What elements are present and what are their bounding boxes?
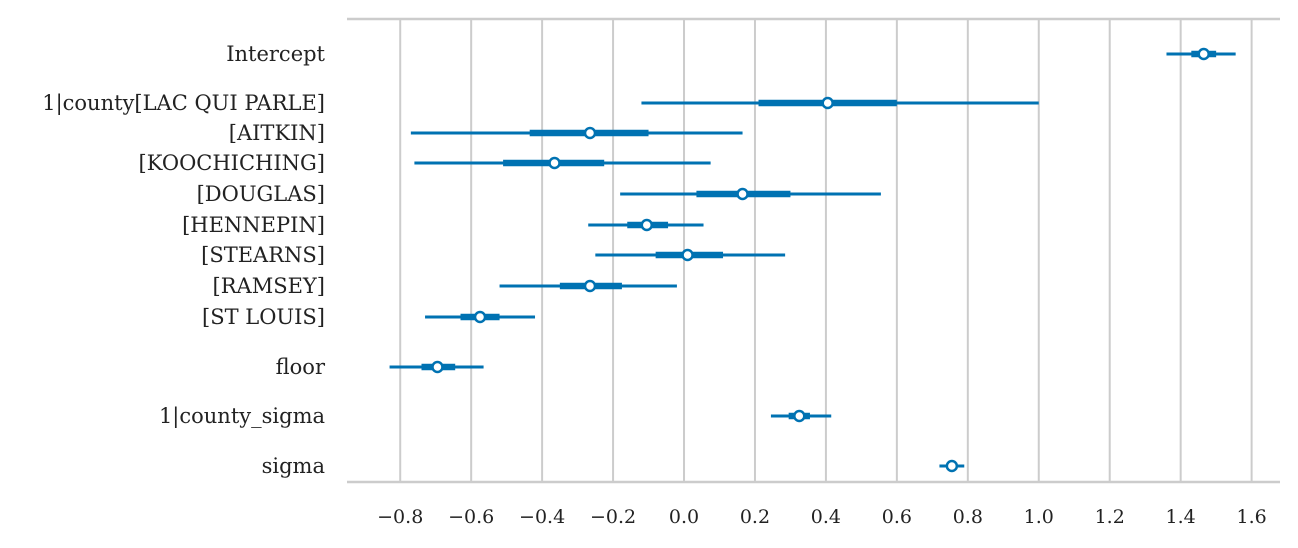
mean-point	[548, 156, 561, 170]
x-tick-labels: −0.8 −0.6 −0.4 −0.2 0.0 0.2 0.4 0.6 0.8 1.0 1.2 1.4…	[377, 506, 1267, 528]
x-tick-label: 1.6	[1237, 506, 1267, 528]
x-tick-label: −0.2	[590, 506, 636, 528]
row-label: [ST LOUIS]	[202, 305, 325, 329]
mean-point	[583, 279, 597, 293]
mean-point	[583, 126, 597, 140]
x-tick-label: 0.2	[740, 506, 770, 528]
grid-lines	[399, 19, 1253, 482]
mean-point	[736, 187, 749, 201]
row-label: 1|county_sigma	[159, 404, 325, 429]
mean-point	[681, 248, 694, 262]
mean-point	[821, 96, 834, 110]
mean-point	[1197, 47, 1210, 61]
row-label: 1|county[LAC QUI PARLE]	[42, 91, 325, 116]
mean-point	[793, 409, 806, 423]
row-label: floor	[276, 355, 326, 379]
x-tick-label: 1.0	[1024, 506, 1054, 528]
row-label: Intercept	[226, 42, 325, 66]
x-tick-label: 1.4	[1166, 506, 1196, 528]
row-label: [AITKIN]	[229, 121, 325, 145]
x-tick-label: 1.2	[1095, 506, 1125, 528]
x-tick-label: 0.8	[953, 506, 983, 528]
row-label: [RAMSEY]	[213, 274, 325, 298]
mean-point	[945, 459, 959, 473]
x-tick-label: −0.6	[448, 506, 494, 528]
x-tick-label: −0.8	[377, 506, 423, 528]
row-label: [DOUGLAS]	[197, 182, 325, 206]
row-label: sigma	[262, 454, 325, 478]
row-label: [STEARNS]	[201, 243, 325, 267]
x-tick-label: 0.4	[811, 506, 841, 528]
x-tick-label: 0.0	[669, 506, 699, 528]
mean-point	[431, 360, 444, 374]
row-label: [HENNEPIN]	[182, 213, 325, 237]
interval-marks	[389, 47, 1236, 473]
x-tick-label: 0.6	[882, 506, 912, 528]
row-label: [KOOCHICHING]	[139, 151, 325, 175]
row-labels: Intercept 1|county[LAC QUI PARLE] [AITKIN]…	[42, 42, 326, 478]
x-tick-label: −0.4	[519, 506, 565, 528]
mean-point	[640, 218, 654, 232]
mean-point	[473, 310, 487, 324]
